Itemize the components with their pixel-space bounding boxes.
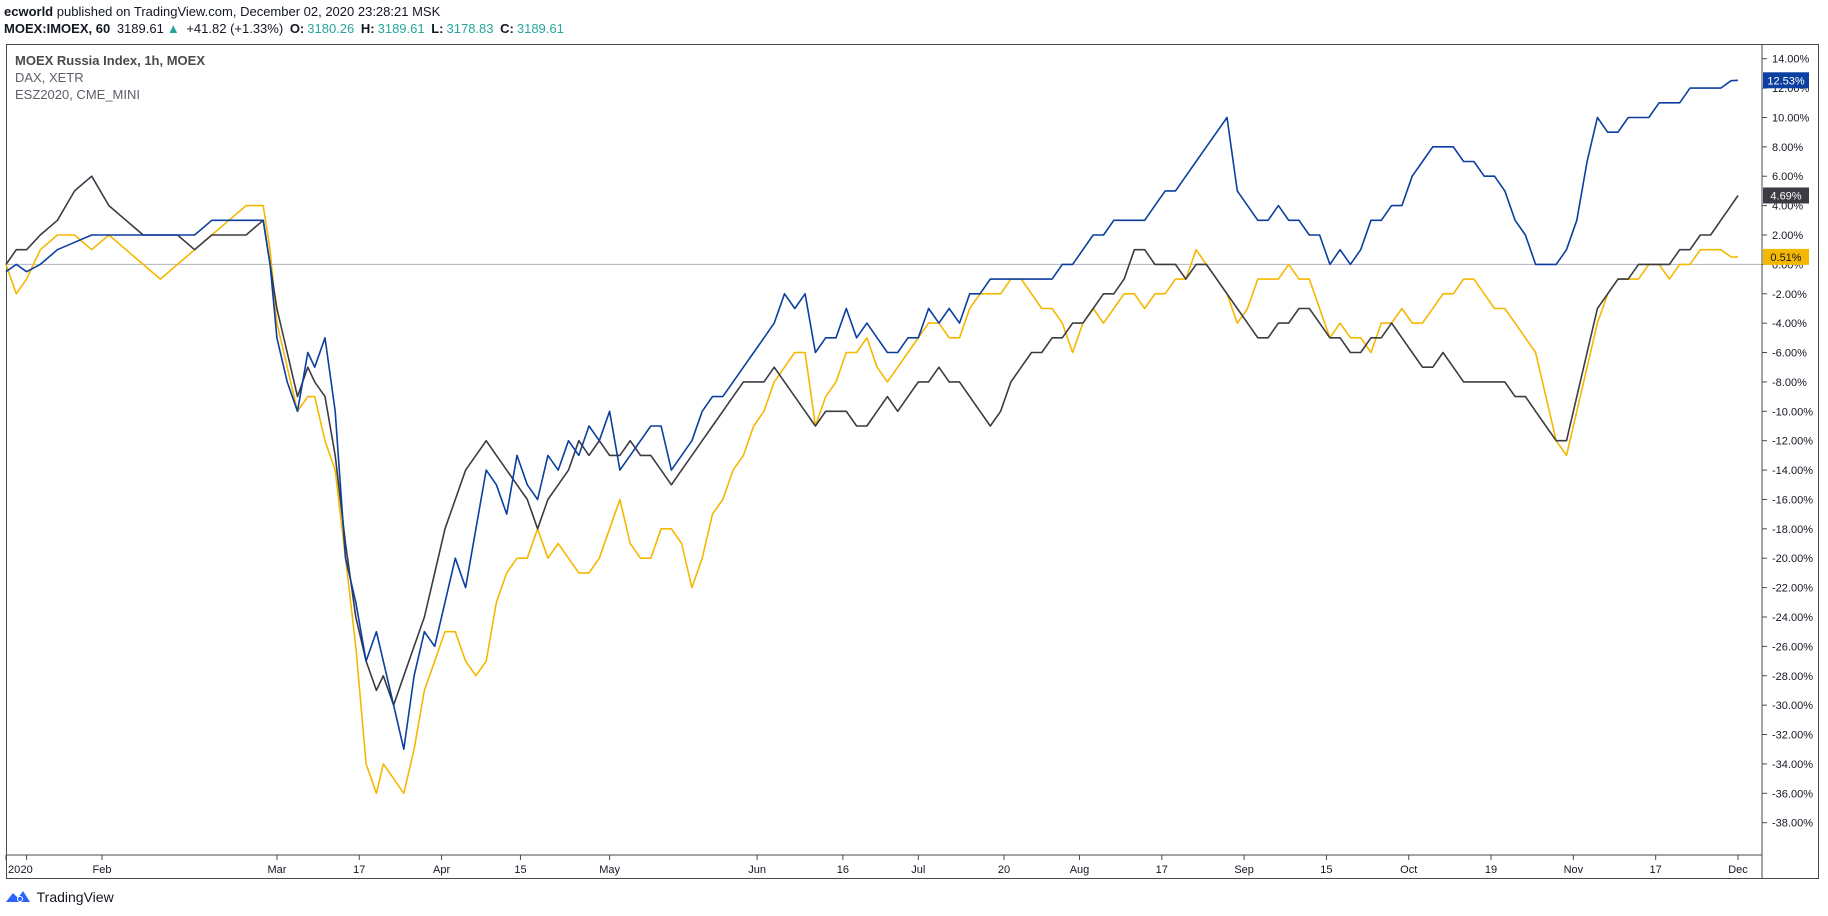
x-tick-label: Apr (433, 864, 450, 876)
y-tick-label: -12.00% (1772, 436, 1813, 448)
y-tick-label: 14.00% (1772, 54, 1810, 66)
y-tick-label: -20.00% (1772, 553, 1813, 565)
x-tick-label: Sep (1234, 864, 1254, 876)
last-value-badge (1763, 248, 1809, 265)
x-tick-label: Jul (911, 864, 925, 876)
last-value-label: 12.53% (1767, 75, 1805, 87)
x-tick-label: Mar (267, 864, 286, 876)
x-tick-label: Oct (1400, 864, 1417, 876)
y-tick-label: -18.00% (1772, 524, 1813, 536)
y-tick-label: -38.00% (1772, 818, 1813, 830)
y-tick-label: 8.00% (1772, 142, 1803, 154)
close-value: 3189.61 (516, 21, 564, 36)
up-arrow-icon: ▲ (166, 21, 180, 36)
price-value: 3189.61 (116, 21, 164, 36)
x-tick-label: Nov (1564, 864, 1584, 876)
open-value: 3180.26 (307, 21, 355, 36)
y-tick-label: -16.00% (1772, 494, 1813, 506)
last-value-label: 4.69% (1770, 190, 1801, 202)
legend-dax[interactable]: DAX, XETR (15, 70, 84, 85)
quote-line: MOEX:IMOEX, 60 3189.61 ▲ +41.82 (+1.33%) … (4, 21, 567, 36)
y-tick-label: -24.00% (1772, 612, 1813, 624)
y-tick-label: 6.00% (1772, 171, 1803, 183)
low-label: L: (431, 21, 444, 36)
last-value-badge (1763, 72, 1809, 89)
close-label: C: (500, 21, 514, 36)
chart-frame[interactable] (6, 44, 1819, 879)
y-tick-label: -6.00% (1772, 348, 1807, 360)
x-tick-label: 17 (1156, 864, 1168, 876)
x-tick-label: Jun (748, 864, 766, 876)
footer-brand-label: TradingView (36, 889, 114, 905)
y-tick-label: -28.00% (1772, 671, 1813, 683)
x-tick-label: 15 (1320, 864, 1332, 876)
y-tick-label: -14.00% (1772, 465, 1813, 477)
y-tick-label: -34.00% (1772, 759, 1813, 771)
y-tick-label: 10.00% (1772, 112, 1810, 124)
x-tick-label: Feb (93, 864, 112, 876)
y-tick-label: 4.00% (1772, 201, 1803, 213)
y-tick-label: -22.00% (1772, 583, 1813, 595)
series-line (5, 79, 1739, 750)
last-value-badge (1763, 187, 1809, 204)
y-tick-label: -36.00% (1772, 788, 1813, 800)
x-tick-label: 15 (514, 864, 526, 876)
high-label: H: (360, 21, 375, 36)
y-tick-label: 2.00% (1772, 230, 1803, 242)
high-value: 3189.61 (377, 21, 425, 36)
x-tick-label: 20 (20, 864, 32, 876)
legend-moex[interactable]: MOEX Russia Index, 1h, MOEX (15, 53, 205, 68)
open-label: O: (289, 21, 305, 36)
low-value: 3178.83 (446, 21, 494, 36)
last-value-label: 0.51% (1770, 252, 1801, 264)
publish-info: ecworld published on TradingView.com, De… (4, 4, 440, 19)
x-tick-label: 20 (8, 864, 20, 876)
footer-brand[interactable]: TradingView (6, 889, 114, 907)
symbol-label: MOEX:IMOEX, 60 (4, 21, 111, 36)
series-line (5, 204, 1739, 795)
x-tick-label: 20 (998, 864, 1010, 876)
y-tick-label: -8.00% (1772, 377, 1807, 389)
y-tick-label: -2.00% (1772, 289, 1807, 301)
y-tick-label: -30.00% (1772, 700, 1813, 712)
change-value: +41.82 (+1.33%) (186, 21, 284, 36)
legend-es[interactable]: ESZ2020, CME_MINI (15, 87, 140, 102)
y-tick-label: -32.00% (1772, 730, 1813, 742)
x-tick-label: 17 (1650, 864, 1662, 876)
series-line (5, 175, 1739, 706)
y-tick-label: -26.00% (1772, 641, 1813, 653)
tradingview-logo-icon (6, 890, 30, 907)
author-name[interactable]: ecworld (4, 4, 54, 19)
y-tick-label: -10.00% (1772, 406, 1813, 418)
x-tick-label: 16 (837, 864, 849, 876)
chart-legend: MOEX Russia Index, 1h, MOEX DAX, XETR ES… (15, 52, 205, 103)
y-tick-label: -4.00% (1772, 318, 1807, 330)
x-tick-label: 17 (353, 864, 365, 876)
published-text: published on TradingView.com, December 0… (56, 4, 441, 19)
x-tick-label: Dec (1728, 864, 1748, 876)
x-tick-label: May (599, 864, 620, 876)
x-tick-label: Aug (1070, 864, 1090, 876)
x-tick-label: 19 (1485, 864, 1497, 876)
